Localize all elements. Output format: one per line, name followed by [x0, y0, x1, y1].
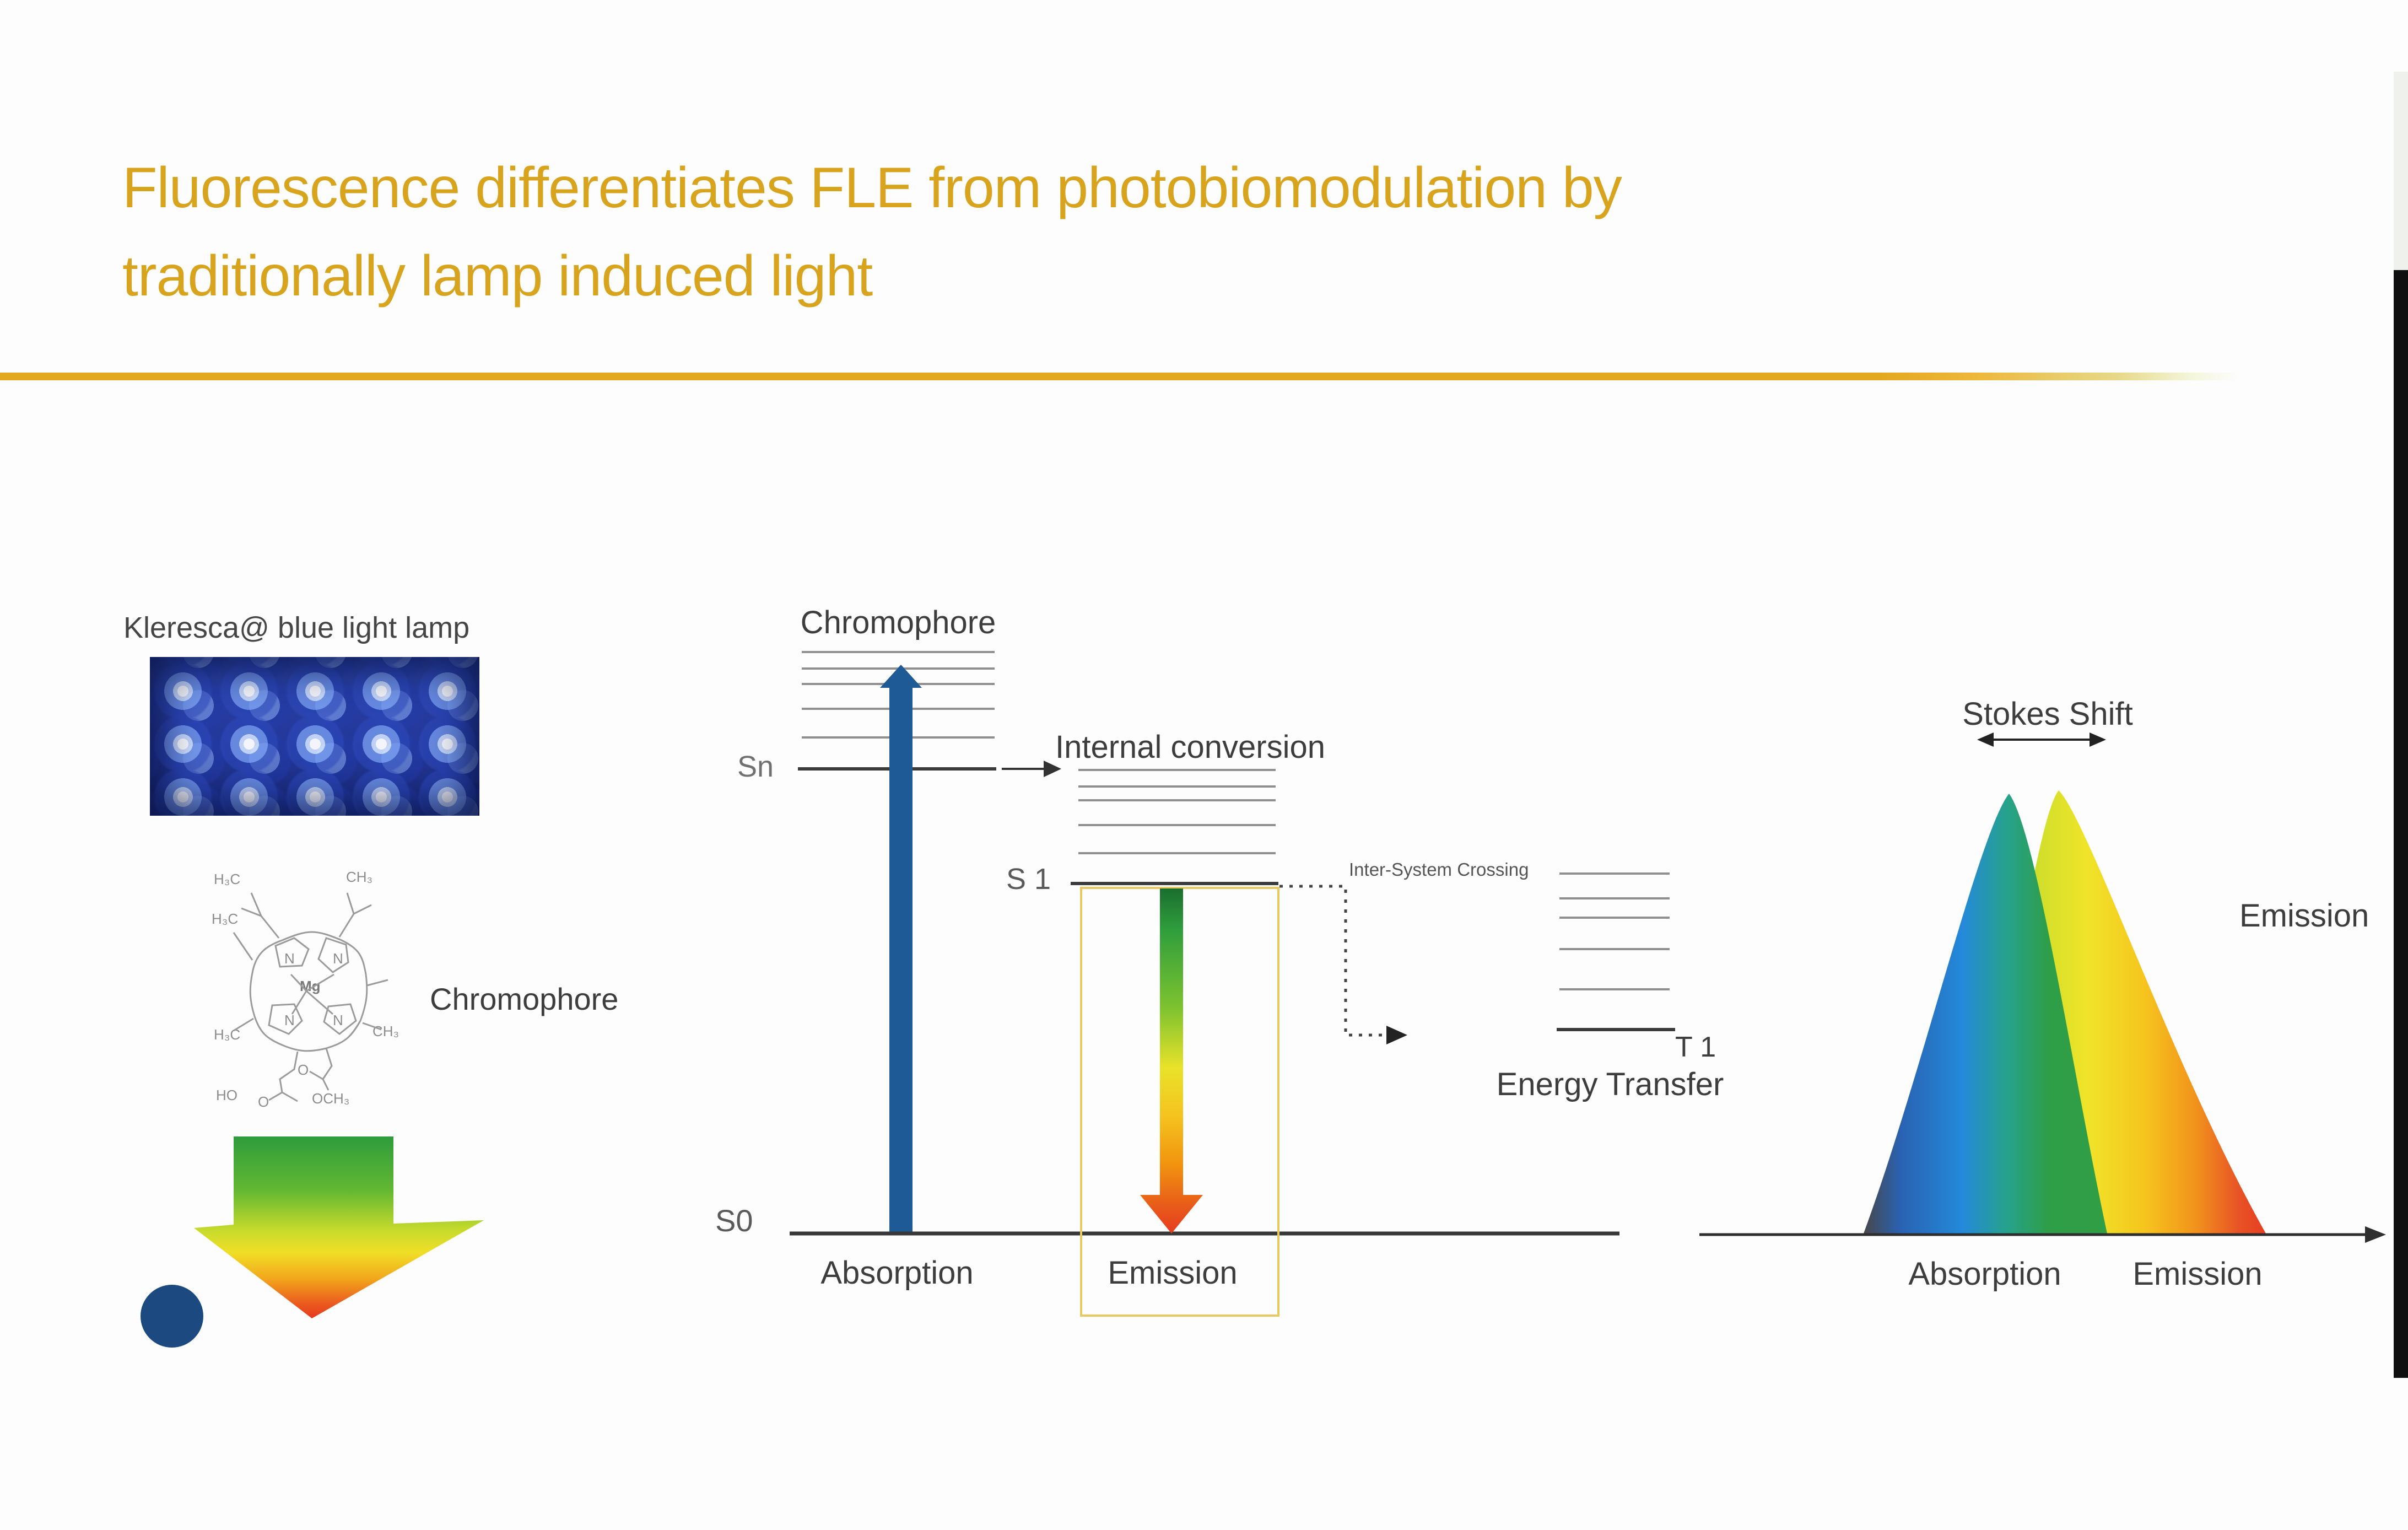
right-edge-black-strip — [2394, 270, 2408, 1378]
t1-level-label: T 1 — [1675, 1031, 1716, 1063]
s1-level-label: S 1 — [1006, 863, 1051, 896]
spectra-absorption-axis-label: Absorption — [1908, 1256, 2061, 1292]
molecule-atom-label: O — [258, 1093, 269, 1110]
spectra-emission-side-label: Emission — [2239, 898, 2369, 934]
navy-dot — [141, 1285, 203, 1348]
jablonski-emission-label: Emission — [1108, 1255, 1238, 1291]
sn-to-ic-arrow — [1002, 761, 1061, 777]
s0-level-label: S0 — [715, 1203, 753, 1238]
title-divider-rule — [0, 373, 2408, 380]
intersystem-crossing-label: Inter-System Crossing — [1349, 859, 1529, 880]
molecule-atom-label: N — [333, 1012, 343, 1028]
right-edge-pale-strip — [2394, 72, 2408, 270]
lamp-caption: Kleresca@ blue light lamp — [123, 611, 470, 644]
stokes-shift-arrow — [1977, 732, 2106, 747]
molecule-atom-label: H₃C — [214, 871, 241, 887]
spectra-emission-axis-label: Emission — [2132, 1256, 2263, 1292]
molecule-atom-label: HO — [216, 1087, 237, 1103]
chromophore-caption: Chromophore — [430, 982, 619, 1016]
molecule-atom-label: N — [333, 950, 343, 967]
emission-gradient-arrow — [1140, 888, 1203, 1233]
energy-transfer-label: Energy Transfer — [1496, 1066, 1724, 1102]
slide-title-line1: Fluorescence differentiates FLE from pho… — [122, 156, 1622, 220]
molecule-atom-label: O — [298, 1062, 309, 1078]
t1-vibrational-levels — [1559, 872, 1670, 990]
slide-title-line2: traditionally lamp induced light — [122, 244, 873, 308]
absorption-arrow — [880, 665, 922, 1233]
sn-level-label: Sn — [737, 750, 774, 783]
gradient-down-arrow — [194, 1136, 484, 1318]
molecule-atom-label: N — [284, 950, 295, 967]
stokes-shift-label: Stokes Shift — [1962, 696, 2133, 732]
spectra-x-axis — [1699, 1226, 2386, 1243]
molecule-atom-label: H₃C — [212, 911, 239, 927]
blue-light-lamp-image — [150, 657, 479, 816]
jablonski-chromophore-label: Chromophore — [800, 605, 996, 640]
internal-conversion-label: Internal conversion — [1055, 729, 1326, 765]
molecule-atom-label: CH₃ — [346, 869, 373, 885]
molecule-atom-label: N — [284, 1012, 295, 1028]
molecule-atom-label: Mg — [300, 978, 321, 994]
intersystem-crossing-path — [1279, 885, 1407, 1044]
emission-highlight-box — [1080, 887, 1279, 1317]
absorption-spectrum-peak — [1864, 794, 2107, 1233]
jablonski-absorption-label: Absorption — [820, 1255, 974, 1291]
ic-vibrational-levels — [1078, 769, 1276, 854]
chromophore-molecule — [233, 892, 388, 1102]
molecule-atom-label: OCH₃ — [312, 1090, 350, 1107]
molecule-atom-label: CH₃ — [372, 1023, 399, 1039]
